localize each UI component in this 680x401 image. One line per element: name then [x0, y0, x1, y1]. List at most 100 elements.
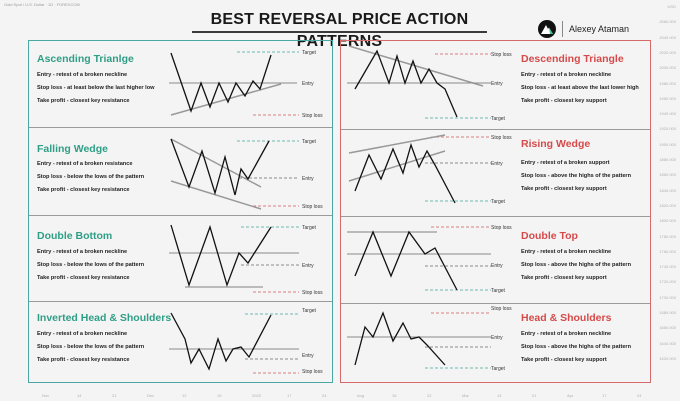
price-tick-label: 1840.000	[659, 187, 676, 193]
bullish-patterns-panel: Ascending Trianlge Entry - retest of a b…	[28, 40, 333, 383]
pattern-stop-text: Stop loss - below the lows of the patter…	[37, 262, 145, 268]
pattern-profit-text: Take profit - closest key resistance	[37, 187, 130, 193]
section-divider	[29, 215, 332, 216]
price-tick-label: 1880.000	[659, 157, 676, 162]
entry-label: Entry	[302, 353, 314, 359]
head-shoulders-diagram	[347, 311, 491, 369]
price-tick-label: 1940.000	[659, 111, 676, 117]
pattern-entry-text: Entry - retest of a broken neckline	[521, 249, 612, 255]
target-label: Target	[491, 199, 505, 205]
section-divider	[341, 303, 650, 304]
brand-separator	[562, 21, 563, 37]
pattern-entry-text: Entry - retest of a broken neckline	[37, 72, 128, 78]
pattern-profit-text: Take profit - closest key support	[521, 275, 607, 281]
target-label: Target	[491, 288, 505, 294]
pattern-title-double-bottom: Double Bottom	[37, 230, 113, 242]
time-tick-label: 2023	[252, 393, 261, 398]
pattern-profit-text: Take profit - closest key resistance	[37, 357, 130, 363]
time-tick-label: Aug	[357, 393, 365, 398]
price-axis: USD 2060.000 2040.000 2020.000 2000.000 1980.…	[656, 0, 678, 392]
pattern-stop-text: Stop loss - below the lows of the patter…	[37, 174, 145, 180]
time-tick-label: 21	[532, 393, 537, 398]
price-tick-label: 1860.000	[659, 172, 676, 178]
time-tick-label: 24	[322, 393, 327, 398]
pattern-title-falling-wedge: Falling Wedge	[37, 143, 108, 155]
pattern-stop-text: Stop loss - above the highs of the patte…	[521, 173, 632, 179]
time-tick-label: 14	[77, 393, 82, 398]
double-top-diagram	[347, 226, 491, 291]
pattern-stop-text: Stop loss - above the highs of the patte…	[521, 262, 632, 268]
price-tick-label: 1760.000	[659, 248, 676, 254]
stop-loss-label: Stop loss	[491, 306, 512, 312]
target-label: Target	[302, 139, 316, 145]
pattern-title-ascending-triangle: Ascending Trianlge	[37, 53, 134, 65]
stop-loss-label: Stop loss	[302, 290, 323, 296]
pattern-stop-text: Stop loss - at least above the last lowe…	[521, 85, 639, 91]
pattern-title-descending-triangle: Descending Triangle	[521, 53, 624, 65]
time-tick-label: Nov	[42, 393, 50, 398]
ascending-triangle-diagram	[169, 51, 299, 116]
price-tick-label: 1620.000	[659, 355, 676, 361]
pattern-entry-text: Entry - retest of a broken neckline	[521, 331, 612, 337]
stop-loss-label: Stop loss	[491, 135, 512, 141]
price-tick-label: 1800.000	[659, 218, 676, 224]
price-tick-label: 1960.000	[659, 95, 676, 101]
time-tick-label: Mar	[462, 393, 469, 398]
entry-label: Entry	[491, 335, 503, 341]
target-label: Target	[491, 366, 505, 372]
time-tick-label: 22	[427, 393, 432, 398]
entry-label: Entry	[491, 263, 503, 269]
price-tick-label: 1780.000	[659, 233, 676, 239]
pattern-title-rising-wedge: Rising Wedge	[521, 138, 591, 150]
pattern-profit-text: Take profit - closest key support	[521, 98, 607, 104]
price-tick-label: 1740.000	[659, 264, 676, 270]
bearish-patterns-panel: Descending Triangle Entry - retest of a …	[340, 40, 651, 383]
price-tick-label: 1700.000	[659, 294, 676, 300]
section-divider	[341, 216, 650, 217]
price-tick-label: 2060.000	[659, 19, 676, 25]
price-tick-label: 1660.000	[659, 325, 676, 331]
time-tick-label: 12	[182, 393, 187, 398]
section-divider	[29, 301, 332, 302]
time-tick-label: 21	[112, 393, 117, 398]
target-label: Target	[302, 225, 316, 231]
pattern-stop-text: Stop loss - above the highs of the patte…	[521, 344, 632, 350]
price-tick-label: 1920.000	[659, 126, 676, 132]
price-tick-label: 1640.000	[659, 340, 676, 346]
rising-wedge-diagram	[348, 134, 491, 204]
entry-label: Entry	[491, 161, 503, 167]
stop-loss-label: Stop loss	[491, 52, 512, 58]
pattern-entry-text: Entry - retest of a broken neckline	[37, 249, 128, 255]
pattern-entry-text: Entry - retest of a broken neckline	[521, 72, 612, 78]
mountain-peak-icon	[538, 20, 556, 38]
time-tick-label: 15	[392, 393, 397, 398]
entry-label: Entry	[302, 81, 314, 87]
pattern-title-inverted-head-shoulders: Inverted Head & Shoulders	[37, 312, 172, 324]
section-divider	[29, 127, 332, 128]
target-label: Target	[302, 50, 316, 56]
entry-label: Entry	[491, 81, 503, 87]
title-underline	[192, 31, 487, 33]
falling-wedge-diagram	[170, 138, 299, 210]
pattern-title-head-shoulders: Head & Shoulders	[521, 312, 612, 324]
author-name: Alexey Ataman	[569, 24, 630, 34]
target-label: Target	[302, 308, 316, 314]
descending-triangle-diagram	[347, 45, 491, 119]
stop-loss-label: Stop loss	[491, 225, 512, 231]
pattern-entry-text: Entry - retest of a broken neckline	[37, 331, 128, 337]
time-tick-label: 17	[287, 393, 292, 398]
price-tick-label: USD	[667, 4, 676, 9]
pattern-profit-text: Take profit - closest key resistance	[37, 98, 130, 104]
stop-loss-label: Stop loss	[302, 369, 323, 375]
price-tick-label: 2020.000	[659, 49, 676, 55]
author-brand: Alexey Ataman	[538, 19, 629, 39]
target-label: Target	[491, 116, 505, 122]
time-tick-label: Apr	[567, 393, 574, 398]
stop-loss-label: Stop loss	[302, 113, 323, 119]
pattern-profit-text: Take profit - closest key support	[521, 357, 607, 363]
price-tick-label: 1720.000	[659, 279, 676, 285]
pattern-title-double-top: Double Top	[521, 230, 578, 242]
price-tick-label: 1820.000	[659, 202, 676, 208]
pattern-profit-text: Take profit - closest key support	[521, 186, 607, 192]
pattern-entry-text: Entry - retest of a broken support	[521, 160, 610, 166]
